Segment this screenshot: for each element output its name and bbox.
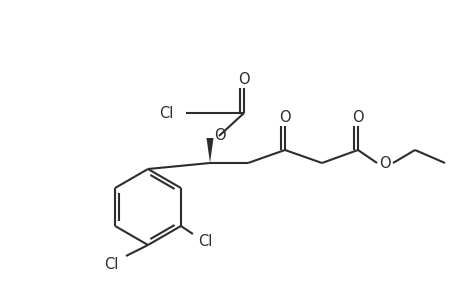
Text: O: O: [214, 128, 225, 143]
Text: O: O: [378, 155, 390, 170]
Text: O: O: [279, 110, 290, 124]
Text: O: O: [238, 71, 249, 86]
Text: Cl: Cl: [197, 235, 212, 250]
Text: Cl: Cl: [104, 257, 118, 272]
Text: Cl: Cl: [159, 106, 174, 121]
Polygon shape: [206, 138, 213, 163]
Text: O: O: [352, 110, 363, 124]
